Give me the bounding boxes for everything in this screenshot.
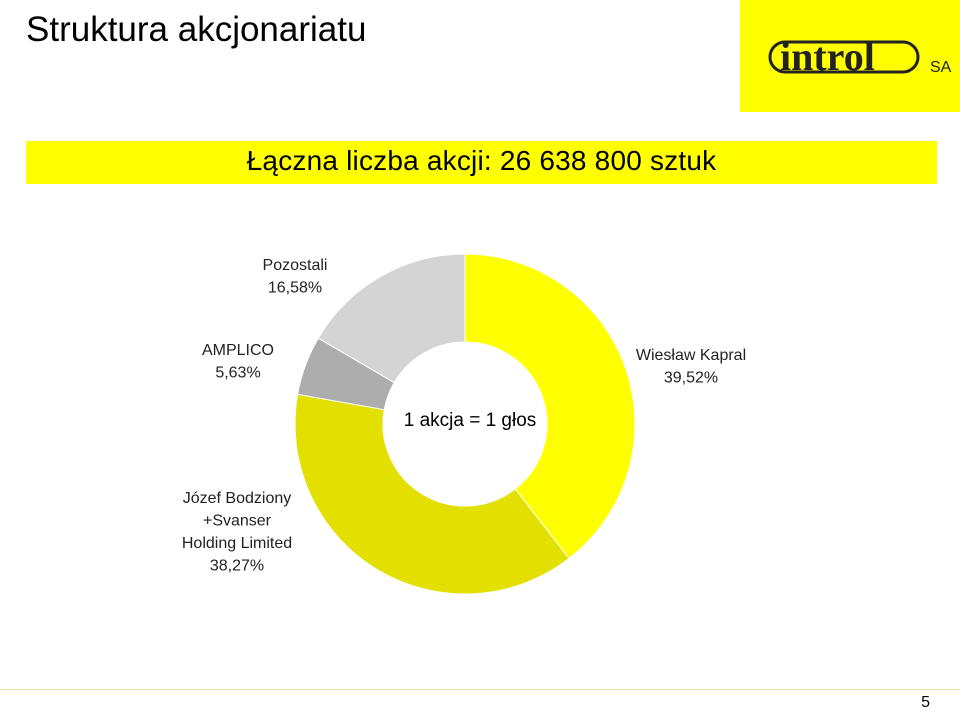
total-shares-text: Łączna liczba akcji: 26 638 800 sztuk <box>246 145 717 176</box>
slice-label-2: Józef Bodziony +Svanser Holding Limited 38,… <box>182 490 292 575</box>
slice-label-line: Holding Limited <box>182 535 292 552</box>
page-title: Struktura akcjonariatu <box>26 10 367 49</box>
slice-label-line: Józef Bodziony <box>183 490 292 507</box>
page-number: 5 <box>921 694 930 711</box>
center-label: 1 akcja = 1 głos <box>404 410 537 431</box>
slice-label-line: +Svanser <box>203 513 272 530</box>
introl-logo-icon: introl SA <box>768 34 952 79</box>
slice-label-line: AMPLICO <box>202 342 274 359</box>
svg-text:SA: SA <box>930 59 952 76</box>
slice-label-line: 5,63% <box>215 365 260 382</box>
slice-label-line: 16,58% <box>268 280 322 297</box>
svg-text:introl: introl <box>780 34 875 79</box>
company-logo: introl SA <box>740 0 960 112</box>
donut-slice-4 <box>317 253 466 384</box>
slice-label-3: AMPLICO 5,63% <box>202 342 274 382</box>
total-shares-banner: Łączna liczba akcji: 26 638 800 sztuk <box>26 141 937 184</box>
slice-label-line: Wiesław Kapral <box>636 347 746 364</box>
slice-label-1: Wiesław Kapral 39,52% <box>636 347 746 387</box>
slice-label-line: 39,52% <box>664 370 718 387</box>
donut-slice-1 <box>464 253 636 560</box>
footer-divider <box>0 689 960 690</box>
slice-label-4: Pozostali 16,58% <box>263 257 328 297</box>
donut-slice-2 <box>294 393 570 595</box>
slice-label-line: 38,27% <box>210 558 264 575</box>
slice-label-line: Pozostali <box>263 257 328 274</box>
